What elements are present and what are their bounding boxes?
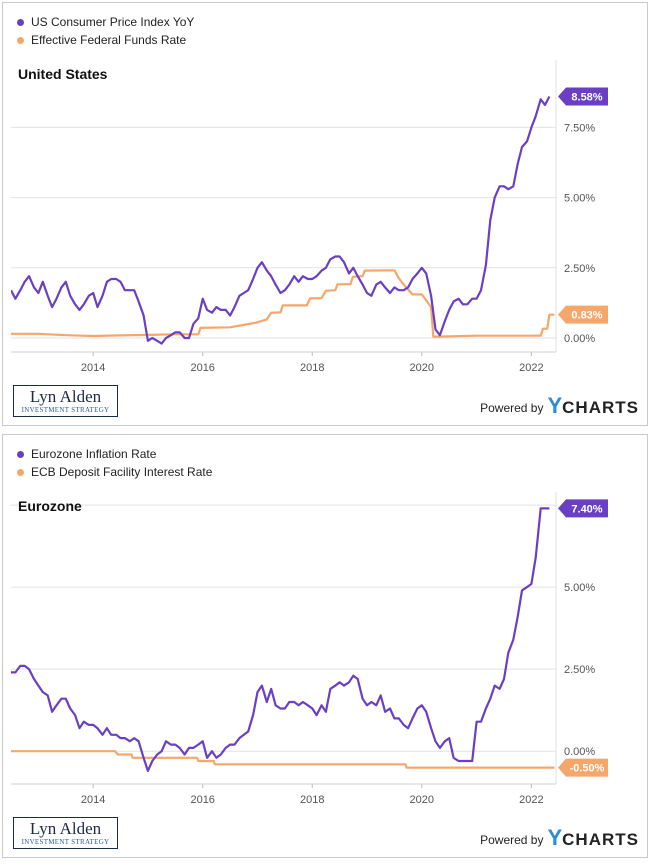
y-tick-label: 5.00%	[564, 582, 595, 594]
logo-subtitle: INVESTMENT STRATEGY	[21, 406, 110, 414]
legend-label: ECB Deposit Facility Interest Rate	[31, 465, 213, 479]
us-chart-panel: US Consumer Price Index YoY Effective Fe…	[2, 2, 648, 426]
chart-title: Eurozone	[18, 498, 82, 514]
legend-dot-icon	[17, 450, 24, 458]
legend-label: US Consumer Price Index YoY	[31, 15, 195, 29]
x-tick-label: 2014	[81, 794, 105, 806]
x-tick-label: 2018	[300, 794, 324, 806]
legend: US Consumer Price Index YoY Effective Fe…	[17, 13, 194, 49]
ycharts-logo: Y CHARTS	[547, 395, 639, 417]
legend-label: Effective Federal Funds Rate	[31, 33, 187, 47]
ycharts-y: Y	[547, 825, 563, 850]
last-value-label: 8.58%	[571, 92, 602, 104]
lyn-alden-logo: Lyn Alden INVESTMENT STRATEGY	[13, 817, 118, 849]
y-tick-label: 0.00%	[564, 333, 595, 345]
legend-item-fed-funds[interactable]: Effective Federal Funds Rate	[17, 31, 194, 49]
logo-subtitle: INVESTMENT STRATEGY	[21, 838, 110, 846]
y-tick-label: 2.50%	[564, 664, 595, 676]
series-line	[11, 507, 550, 772]
legend-item-cpi[interactable]: US Consumer Price Index YoY	[17, 13, 194, 31]
last-value-label: 0.83%	[571, 310, 602, 322]
plot-area	[11, 60, 556, 352]
eurozone-chart-panel: Eurozone Inflation Rate ECB Deposit Faci…	[2, 434, 648, 858]
x-tick-label: 2016	[190, 794, 214, 806]
y-tick-label: 7.50%	[564, 122, 595, 134]
ycharts-logo: Y CHARTS	[547, 827, 639, 849]
x-tick-label: 2018	[300, 362, 324, 374]
chart-title: United States	[18, 66, 108, 82]
ycharts-wordmark: CHARTS	[562, 830, 639, 849]
last-value-label: -0.50%	[570, 763, 605, 775]
legend-item-ecb-rate[interactable]: ECB Deposit Facility Interest Rate	[17, 463, 212, 481]
last-value-flag	[558, 305, 608, 324]
y-tick-label: 2.50%	[564, 263, 595, 275]
x-tick-label: 2016	[190, 362, 214, 374]
y-tick-label: 5.00%	[564, 193, 595, 205]
ycharts-y: Y	[547, 393, 563, 418]
x-tick-label: 2020	[410, 362, 434, 374]
eurozone-line-chart: 0.00%2.50%5.00%7.50%20142016201820202022…	[11, 492, 608, 806]
legend-dot-icon	[17, 18, 24, 26]
legend-item-eurozone-inflation[interactable]: Eurozone Inflation Rate	[17, 445, 212, 463]
legend-dot-icon	[17, 468, 24, 476]
ycharts-wordmark: CHARTS	[562, 398, 639, 417]
x-tick-label: 2022	[519, 794, 543, 806]
us-line-chart: 0.00% 2.50% 5.00% 7.50% 2014 2016 2018 2020 2022…	[11, 60, 608, 374]
last-value-flag	[558, 499, 608, 518]
last-value-flag	[558, 87, 608, 106]
legend-dot-icon	[17, 36, 24, 44]
powered-by-ycharts[interactable]: Powered by Y CHARTS	[480, 395, 639, 417]
x-tick-label: 2022	[519, 362, 543, 374]
logo-name: Lyn Alden	[29, 387, 102, 406]
legend: Eurozone Inflation Rate ECB Deposit Faci…	[17, 445, 212, 481]
logo-name: Lyn Alden	[29, 819, 102, 838]
powered-by-text: Powered by	[480, 401, 544, 415]
last-value-flag	[558, 758, 608, 777]
powered-by-ycharts[interactable]: Powered by Y CHARTS	[480, 827, 639, 849]
y-tick-label: 0.00%	[564, 746, 595, 758]
powered-by-text: Powered by	[480, 833, 544, 847]
series-line	[11, 750, 555, 769]
x-tick-label: 2020	[410, 794, 434, 806]
series-line	[11, 95, 551, 345]
last-value-label: 7.40%	[571, 503, 602, 515]
x-tick-label: 2014	[81, 362, 105, 374]
lyn-alden-logo: Lyn Alden INVESTMENT STRATEGY	[13, 385, 118, 417]
legend-label: Eurozone Inflation Rate	[31, 447, 157, 461]
